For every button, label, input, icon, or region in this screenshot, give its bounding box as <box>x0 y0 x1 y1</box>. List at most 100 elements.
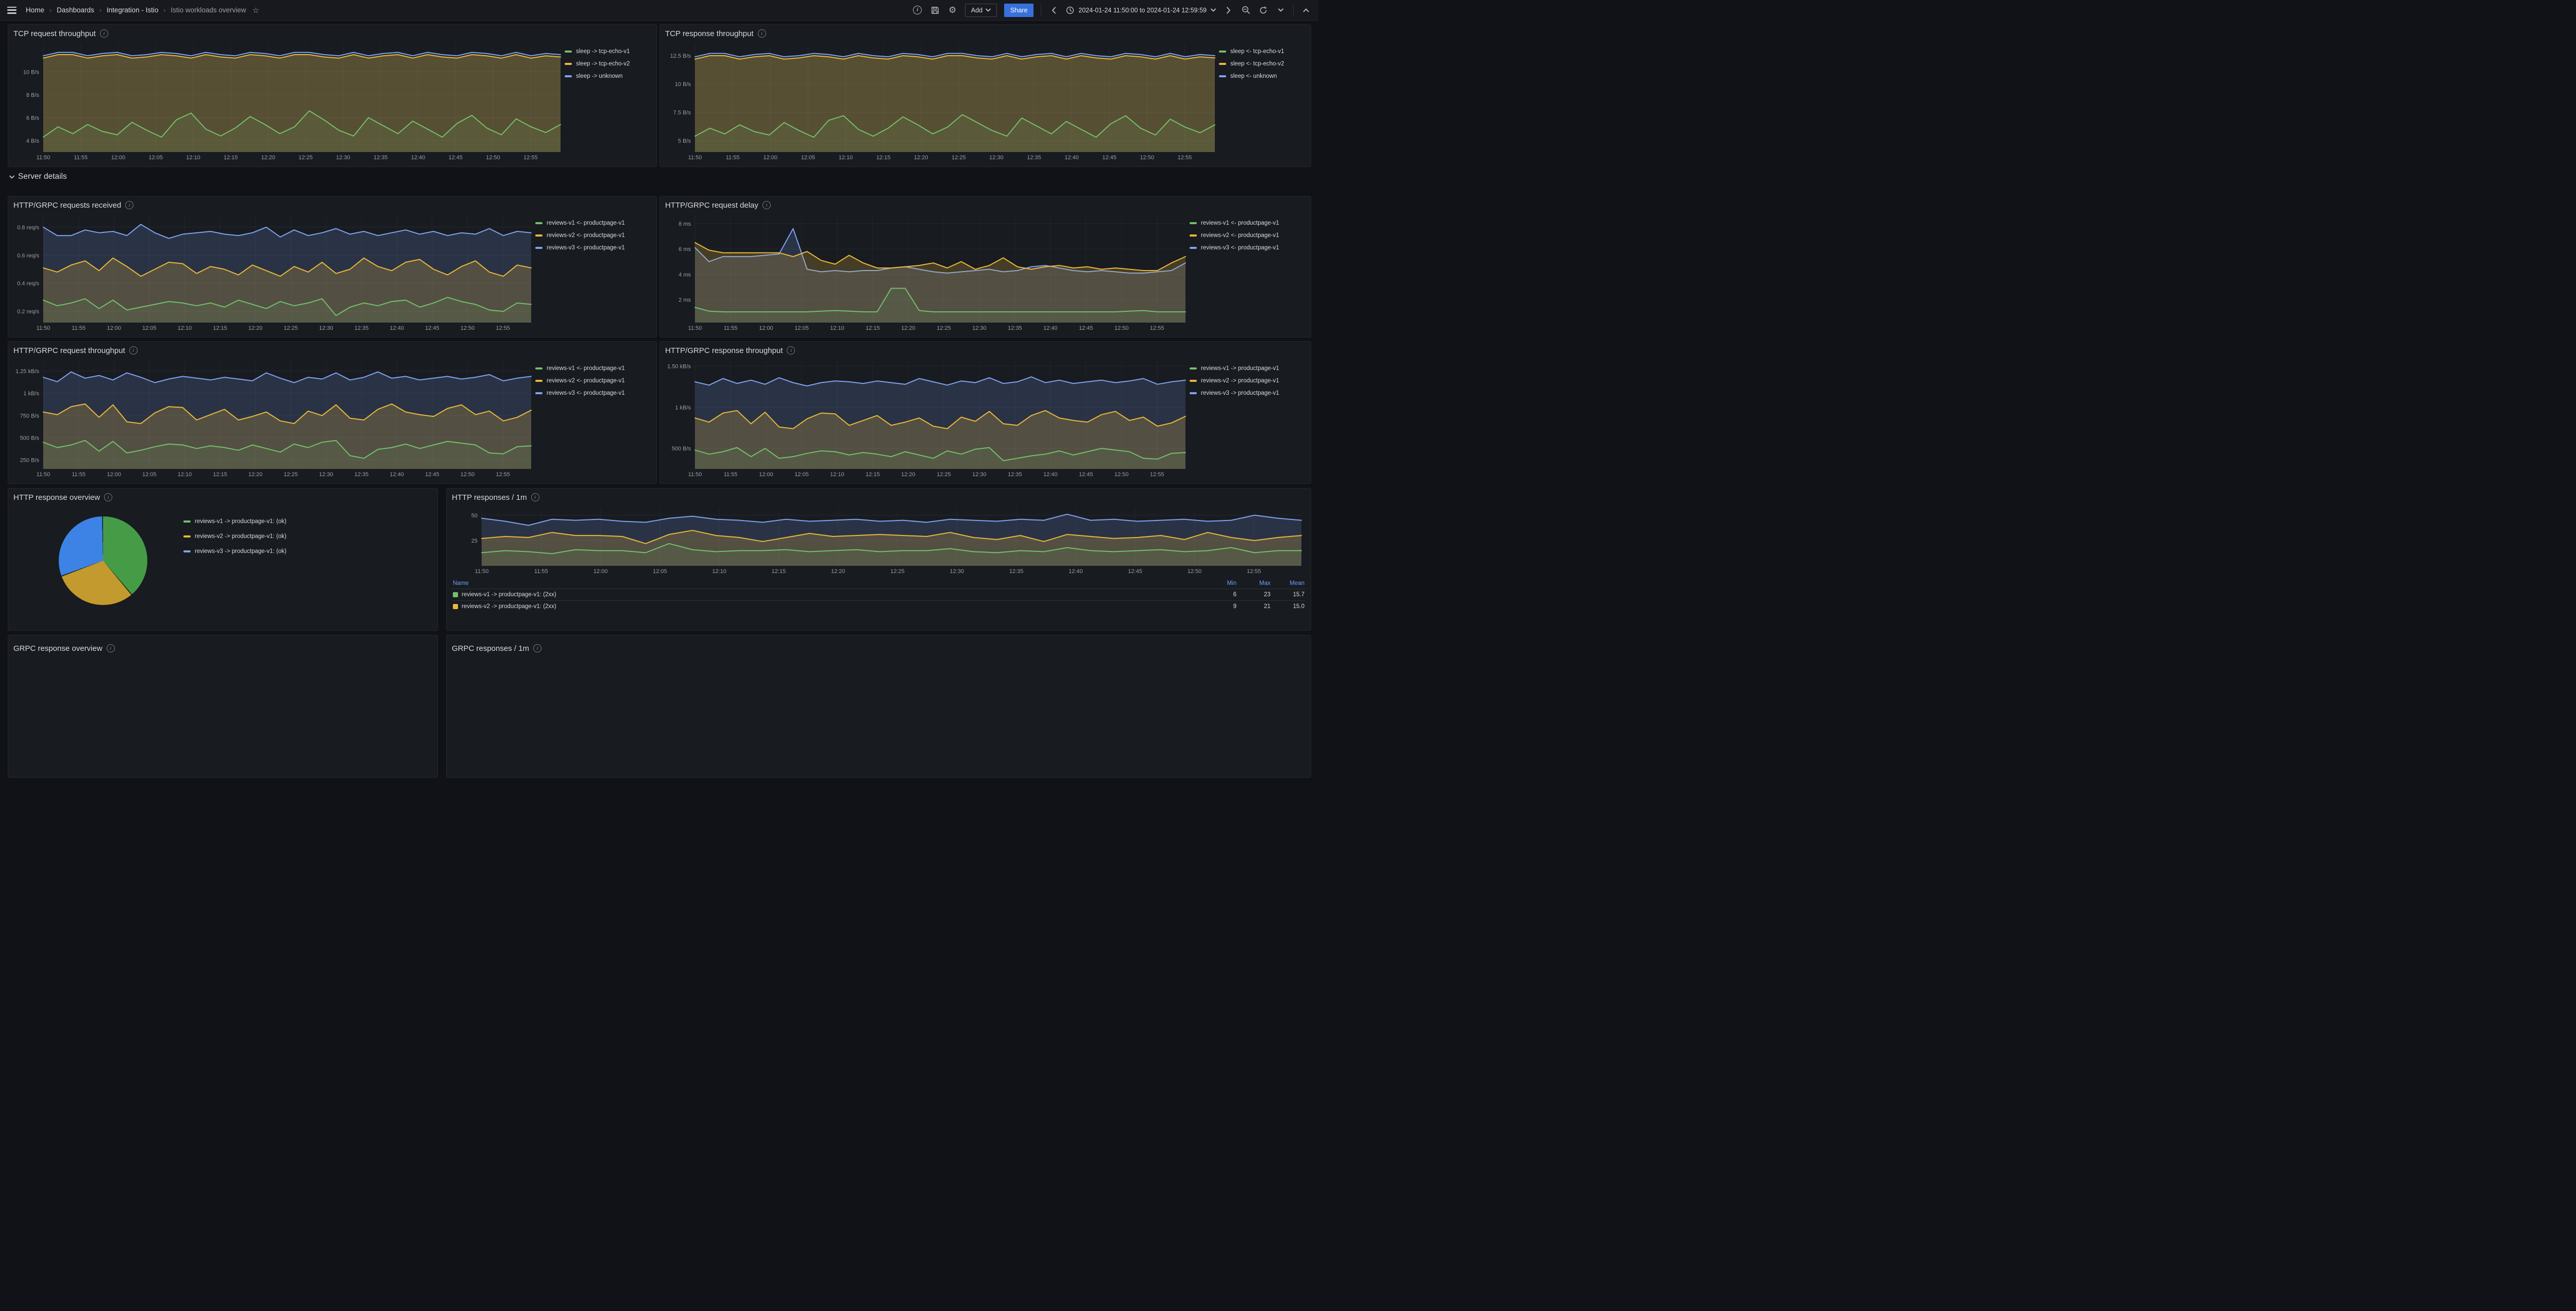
panel-grpc-responses-1m: GRPC responses / 1m i <box>446 635 1311 778</box>
refresh-icon[interactable] <box>1258 5 1268 15</box>
svg-text:12:35: 12:35 <box>1009 568 1024 575</box>
time-shift-back-icon[interactable] <box>1048 5 1059 15</box>
legend-item[interactable]: sleep <- unknown <box>1219 73 1306 79</box>
panel-info-icon[interactable]: i <box>762 201 771 209</box>
panel-info-icon[interactable]: i <box>104 493 113 501</box>
svg-text:12:05: 12:05 <box>142 325 157 331</box>
panel-tcp-request-throughput: TCP request throughput i 11:50 11:55 12:00… <box>8 24 657 167</box>
svg-text:750 B/s: 750 B/s <box>20 413 40 419</box>
panel-info-icon[interactable]: i <box>125 201 134 209</box>
legend-item[interactable]: reviews-v2 <- productpage-v1 <box>1190 232 1306 239</box>
svg-text:12:10: 12:10 <box>178 325 192 331</box>
svg-text:12:15: 12:15 <box>866 325 880 331</box>
table-header-name[interactable]: Name <box>453 580 469 586</box>
legend-item[interactable]: reviews-v3 -> productpage-v1 <box>1190 390 1306 396</box>
legend-item[interactable]: reviews-v1 -> productpage-v1 <box>1190 365 1306 372</box>
svg-text:11:50: 11:50 <box>688 155 702 161</box>
svg-text:8 ms: 8 ms <box>679 221 691 227</box>
time-series-plot[interactable]: 11:50 11:55 12:00 12:05 12:10 12:15 12:20 12:25… <box>13 211 535 333</box>
time-shift-forward-icon[interactable] <box>1223 5 1233 15</box>
legend-item[interactable]: reviews-v3 <- productpage-v1 <box>535 245 651 251</box>
svg-text:12:25: 12:25 <box>299 155 313 161</box>
svg-text:12:30: 12:30 <box>336 155 350 161</box>
zoom-out-time-icon[interactable] <box>1241 5 1251 15</box>
time-series-plot[interactable]: 11:50 11:55 12:00 12:05 12:10 12:15 12:20 12:25… <box>665 211 1190 333</box>
legend-item[interactable]: sleep -> unknown <box>565 73 651 79</box>
svg-text:12:20: 12:20 <box>248 472 263 478</box>
panel-info-icon[interactable]: i <box>106 644 115 652</box>
legend-item[interactable]: reviews-v3 -> productpage-v1: (ok) <box>183 548 286 554</box>
legend-item[interactable]: reviews-v2 -> productpage-v1: (ok) <box>183 533 286 540</box>
breadcrumb-dashboards[interactable]: Dashboards <box>57 6 94 14</box>
svg-text:12:25: 12:25 <box>952 155 966 161</box>
legend-item[interactable]: reviews-v2 <- productpage-v1 <box>535 232 651 239</box>
legend-item[interactable]: reviews-v1 <- productpage-v1 <box>535 220 651 226</box>
panel-info-icon[interactable]: i <box>787 346 795 355</box>
svg-text:12:15: 12:15 <box>772 568 786 575</box>
table-header-mean[interactable]: Mean <box>1290 580 1304 586</box>
legend-item[interactable]: sleep -> tcp-echo-v2 <box>565 61 651 67</box>
svg-text:0.8 req/s: 0.8 req/s <box>17 225 39 231</box>
svg-text:12:40: 12:40 <box>389 472 404 478</box>
svg-text:12:00: 12:00 <box>111 155 126 161</box>
legend-item[interactable]: sleep <- tcp-echo-v1 <box>1219 48 1306 55</box>
svg-text:12:45: 12:45 <box>425 472 439 478</box>
time-range-picker[interactable]: 2024-01-24 11:50:00 to 2024-01-24 12:59:… <box>1066 6 1216 14</box>
svg-text:12:45: 12:45 <box>449 155 463 161</box>
legend-item[interactable]: reviews-v3 <- productpage-v1 <box>535 390 651 396</box>
panel-tcp-response-throughput: TCP response throughput i 11:50 11:55 12:0… <box>659 24 1311 167</box>
svg-text:7.5 B/s: 7.5 B/s <box>673 110 691 116</box>
dashboard-insights-icon[interactable]: i <box>912 5 923 15</box>
svg-text:12:00: 12:00 <box>107 325 121 331</box>
legend-item[interactable]: reviews-v2 <- productpage-v1 <box>535 378 651 384</box>
legend-item[interactable]: reviews-v1 -> productpage-v1: (ok) <box>183 518 286 525</box>
favorite-star-icon[interactable]: ☆ <box>252 6 260 15</box>
panel-info-icon[interactable]: i <box>129 346 138 355</box>
legend-item[interactable]: reviews-v1 <- productpage-v1 <box>1190 220 1306 226</box>
save-dashboard-icon[interactable] <box>930 5 940 15</box>
legend-item[interactable]: reviews-v3 <- productpage-v1 <box>1190 245 1306 251</box>
panel-info-icon[interactable]: i <box>99 29 108 38</box>
time-series-plot[interactable]: 11:50 11:55 12:00 12:05 12:10 12:15 12:20 12:25… <box>665 39 1219 162</box>
svg-text:12:35: 12:35 <box>1008 325 1022 331</box>
share-button[interactable]: Share <box>1004 3 1034 17</box>
breadcrumb-integration-istio[interactable]: Integration - Istio <box>106 6 159 14</box>
refresh-interval-dropdown-icon[interactable] <box>1276 5 1286 15</box>
table-header-min[interactable]: Min <box>1227 580 1236 586</box>
svg-text:12:35: 12:35 <box>1027 155 1041 161</box>
legend-item[interactable]: sleep -> tcp-echo-v1 <box>565 48 651 55</box>
time-series-plot[interactable]: 11:50 11:55 12:00 12:05 12:10 12:15 12:20 12:25… <box>665 356 1190 479</box>
kiosk-mode-caret-up-icon[interactable] <box>1301 5 1311 15</box>
table-row[interactable]: reviews-v1 -> productpage-v1: (2xx) 6 23… <box>452 589 1306 601</box>
row-header-server-details[interactable]: Server details <box>9 172 67 181</box>
add-button[interactable]: Add <box>964 3 997 17</box>
svg-text:12:10: 12:10 <box>839 155 853 161</box>
svg-text:25: 25 <box>471 538 478 544</box>
time-series-plot[interactable]: 11:50 11:55 12:00 12:05 12:10 12:15 12:20 12:25… <box>13 39 565 162</box>
legend-item[interactable]: reviews-v2 -> productpage-v1 <box>1190 378 1306 384</box>
panel-legend: reviews-v1 -> productpage-v1 reviews-v2 … <box>1190 356 1306 479</box>
svg-text:11:55: 11:55 <box>74 155 88 161</box>
breadcrumb: Home › Dashboards › Integration - Istio … <box>26 6 259 15</box>
legend-item[interactable]: sleep <- tcp-echo-v2 <box>1219 61 1306 67</box>
svg-text:11:50: 11:50 <box>37 325 50 331</box>
settings-gear-icon[interactable]: ⚙ <box>948 5 957 15</box>
svg-text:12:30: 12:30 <box>319 325 333 331</box>
time-series-plot[interactable]: 11:50 11:55 12:00 12:05 12:10 12:15 12:20 12:25… <box>452 503 1306 576</box>
panel-info-icon[interactable]: i <box>531 493 539 501</box>
svg-text:12:55: 12:55 <box>496 325 510 331</box>
legend-item[interactable]: reviews-v1 <- productpage-v1 <box>535 365 651 372</box>
panel-info-icon[interactable]: i <box>757 29 766 38</box>
svg-text:10 B/s: 10 B/s <box>23 69 40 75</box>
panel-title: GRPC responses / 1m <box>452 644 530 653</box>
svg-text:12:30: 12:30 <box>989 155 1004 161</box>
time-series-plot[interactable]: 11:50 11:55 12:00 12:05 12:10 12:15 12:20 12:25… <box>13 356 535 479</box>
svg-text:12:10: 12:10 <box>830 325 844 331</box>
breadcrumb-home[interactable]: Home <box>26 6 45 14</box>
svg-text:12:20: 12:20 <box>914 155 928 161</box>
menu-toggle-icon[interactable] <box>7 6 16 14</box>
table-header-max[interactable]: Max <box>1259 580 1270 586</box>
table-row[interactable]: reviews-v2 -> productpage-v1: (2xx) 9 21… <box>452 600 1306 612</box>
panel-info-icon[interactable]: i <box>533 644 542 652</box>
pie-chart[interactable] <box>59 516 147 605</box>
